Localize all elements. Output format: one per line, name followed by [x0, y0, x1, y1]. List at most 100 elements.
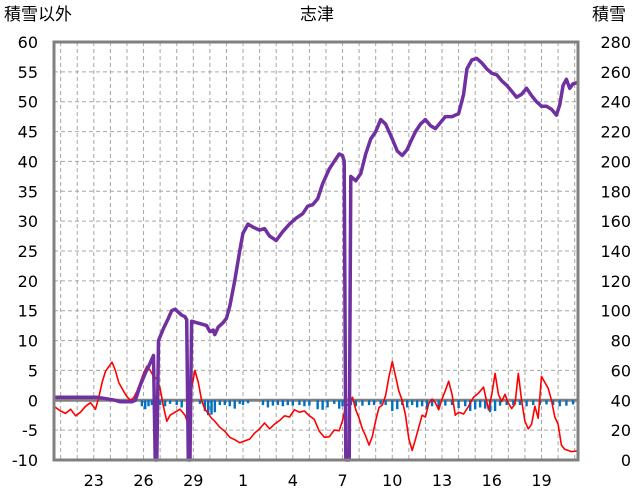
- precipitation-bar: [298, 400, 301, 406]
- left-tick-label: 45: [18, 123, 38, 142]
- precipitation-bar: [341, 400, 344, 407]
- precipitation-bar: [469, 400, 472, 412]
- precipitation-bar: [473, 400, 477, 410]
- snow-depth-line: [54, 56, 579, 462]
- x-tick-label: 10: [382, 471, 402, 490]
- left-tick-label: 0: [28, 391, 38, 410]
- left-tick-label: 30: [18, 212, 38, 231]
- right-tick-label: 100: [600, 302, 631, 321]
- right-tick-label: 200: [600, 152, 631, 171]
- right-tick-label: 120: [600, 272, 631, 291]
- precipitation-bar: [415, 400, 419, 408]
- precipitation-bar: [321, 400, 324, 410]
- precipitation-bar: [464, 400, 467, 407]
- left-tick-label: 20: [18, 272, 38, 291]
- precipitation-bar: [410, 400, 414, 406]
- x-tick-label: 19: [531, 471, 551, 490]
- precipitation-bar: [218, 400, 222, 406]
- precipitation-bar: [238, 400, 241, 404]
- precipitation-bar: [565, 400, 568, 406]
- right-tick-label: 160: [600, 212, 631, 231]
- left-tick-label: 60: [18, 33, 38, 52]
- x-tick-label: 16: [482, 471, 502, 490]
- precipitation-bar: [228, 400, 231, 407]
- x-tick-label: 13: [432, 471, 452, 490]
- precipitation-bar: [532, 400, 535, 406]
- precipitation-bar: [430, 400, 434, 407]
- precipitation-bar: [558, 400, 561, 407]
- left-tick-label: 40: [18, 152, 38, 171]
- precipitation-bar: [210, 400, 213, 415]
- precipitation-bar: [372, 400, 376, 406]
- precipitation-bar: [163, 400, 167, 407]
- grid: [54, 42, 578, 460]
- right-tick-label: 280: [600, 33, 631, 52]
- x-tick-label: 23: [84, 471, 104, 490]
- precipitation-bar: [150, 400, 154, 406]
- precipitation-bar: [391, 400, 394, 412]
- precipitation-bar: [518, 400, 522, 406]
- precipitation-bar: [333, 400, 336, 404]
- precipitation-bar: [367, 400, 371, 406]
- left-tick-label: 15: [18, 302, 38, 321]
- precipitation-bar: [276, 400, 280, 406]
- plot-area: [53, 56, 579, 462]
- precipitation-bar: [478, 400, 482, 408]
- precipitation-bar: [551, 400, 555, 406]
- right-tick-label: 260: [600, 63, 631, 82]
- precipitation-bar: [512, 400, 515, 406]
- precipitation-bar: [483, 400, 487, 409]
- precipitation-bar: [303, 400, 306, 407]
- temperature-line: [53, 360, 579, 453]
- precipitation-bar: [498, 400, 502, 406]
- precipitation-bar: [286, 400, 290, 406]
- right-tick-label: 140: [600, 242, 631, 261]
- precipitation-bar: [396, 400, 399, 410]
- precipitation-bar: [505, 400, 508, 406]
- precipitation-bar: [271, 400, 275, 406]
- left-tick-label: 10: [18, 332, 38, 351]
- precipitation-bar: [338, 400, 341, 409]
- right-tick-label: 220: [600, 123, 631, 142]
- precipitation-bar: [354, 400, 357, 407]
- precipitation-bar: [246, 400, 250, 404]
- right-tick-label: 0: [621, 451, 631, 470]
- left-tick-label: -5: [22, 421, 38, 440]
- x-tick-label: 1: [238, 471, 248, 490]
- precipitation-bar: [493, 400, 497, 412]
- precipitation-bar: [379, 400, 382, 405]
- left-tick-label: 5: [28, 361, 38, 380]
- precipitation-bar: [144, 400, 147, 410]
- precipitation-bar: [198, 400, 202, 404]
- chart-title: 志津: [300, 5, 334, 25]
- precipitation-bar: [291, 400, 294, 406]
- right-axis-title: 積雪: [592, 5, 626, 25]
- precipitation-bar: [525, 400, 528, 407]
- precipitation-bar: [425, 400, 429, 410]
- right-tick-label: 60: [611, 361, 631, 380]
- right-tick-label: 20: [611, 421, 631, 440]
- precipitation-bar: [450, 400, 454, 406]
- precipitation-bar: [308, 400, 311, 406]
- precipitation-bar: [168, 400, 172, 404]
- left-tick-label: 35: [18, 182, 38, 201]
- precipitation-bar: [241, 400, 245, 406]
- precipitation-bar: [223, 400, 226, 406]
- left-axis-title: 積雪以外: [4, 5, 72, 25]
- precipitation-bar: [233, 400, 236, 409]
- precipitation-bar: [488, 400, 492, 413]
- left-tick-label: 25: [18, 242, 38, 261]
- precipitation-bar: [420, 400, 424, 407]
- precipitation-bar: [545, 400, 548, 405]
- precipitation-bar: [444, 400, 447, 406]
- precipitation-bar: [158, 400, 162, 406]
- x-tick-label: 7: [337, 471, 347, 490]
- x-tick-label: 29: [183, 471, 203, 490]
- precipitation-bar: [326, 400, 329, 408]
- precipitation-bar: [213, 400, 217, 413]
- precipitation-bar: [261, 400, 265, 406]
- precipitation-bar: [147, 400, 150, 407]
- plot-frame: [52, 40, 580, 462]
- tick-labels: -10 -5 0 5 10 15 20 25 30 35 40 45 50 55 60 0 20 40 60 80 10…: [12, 33, 631, 490]
